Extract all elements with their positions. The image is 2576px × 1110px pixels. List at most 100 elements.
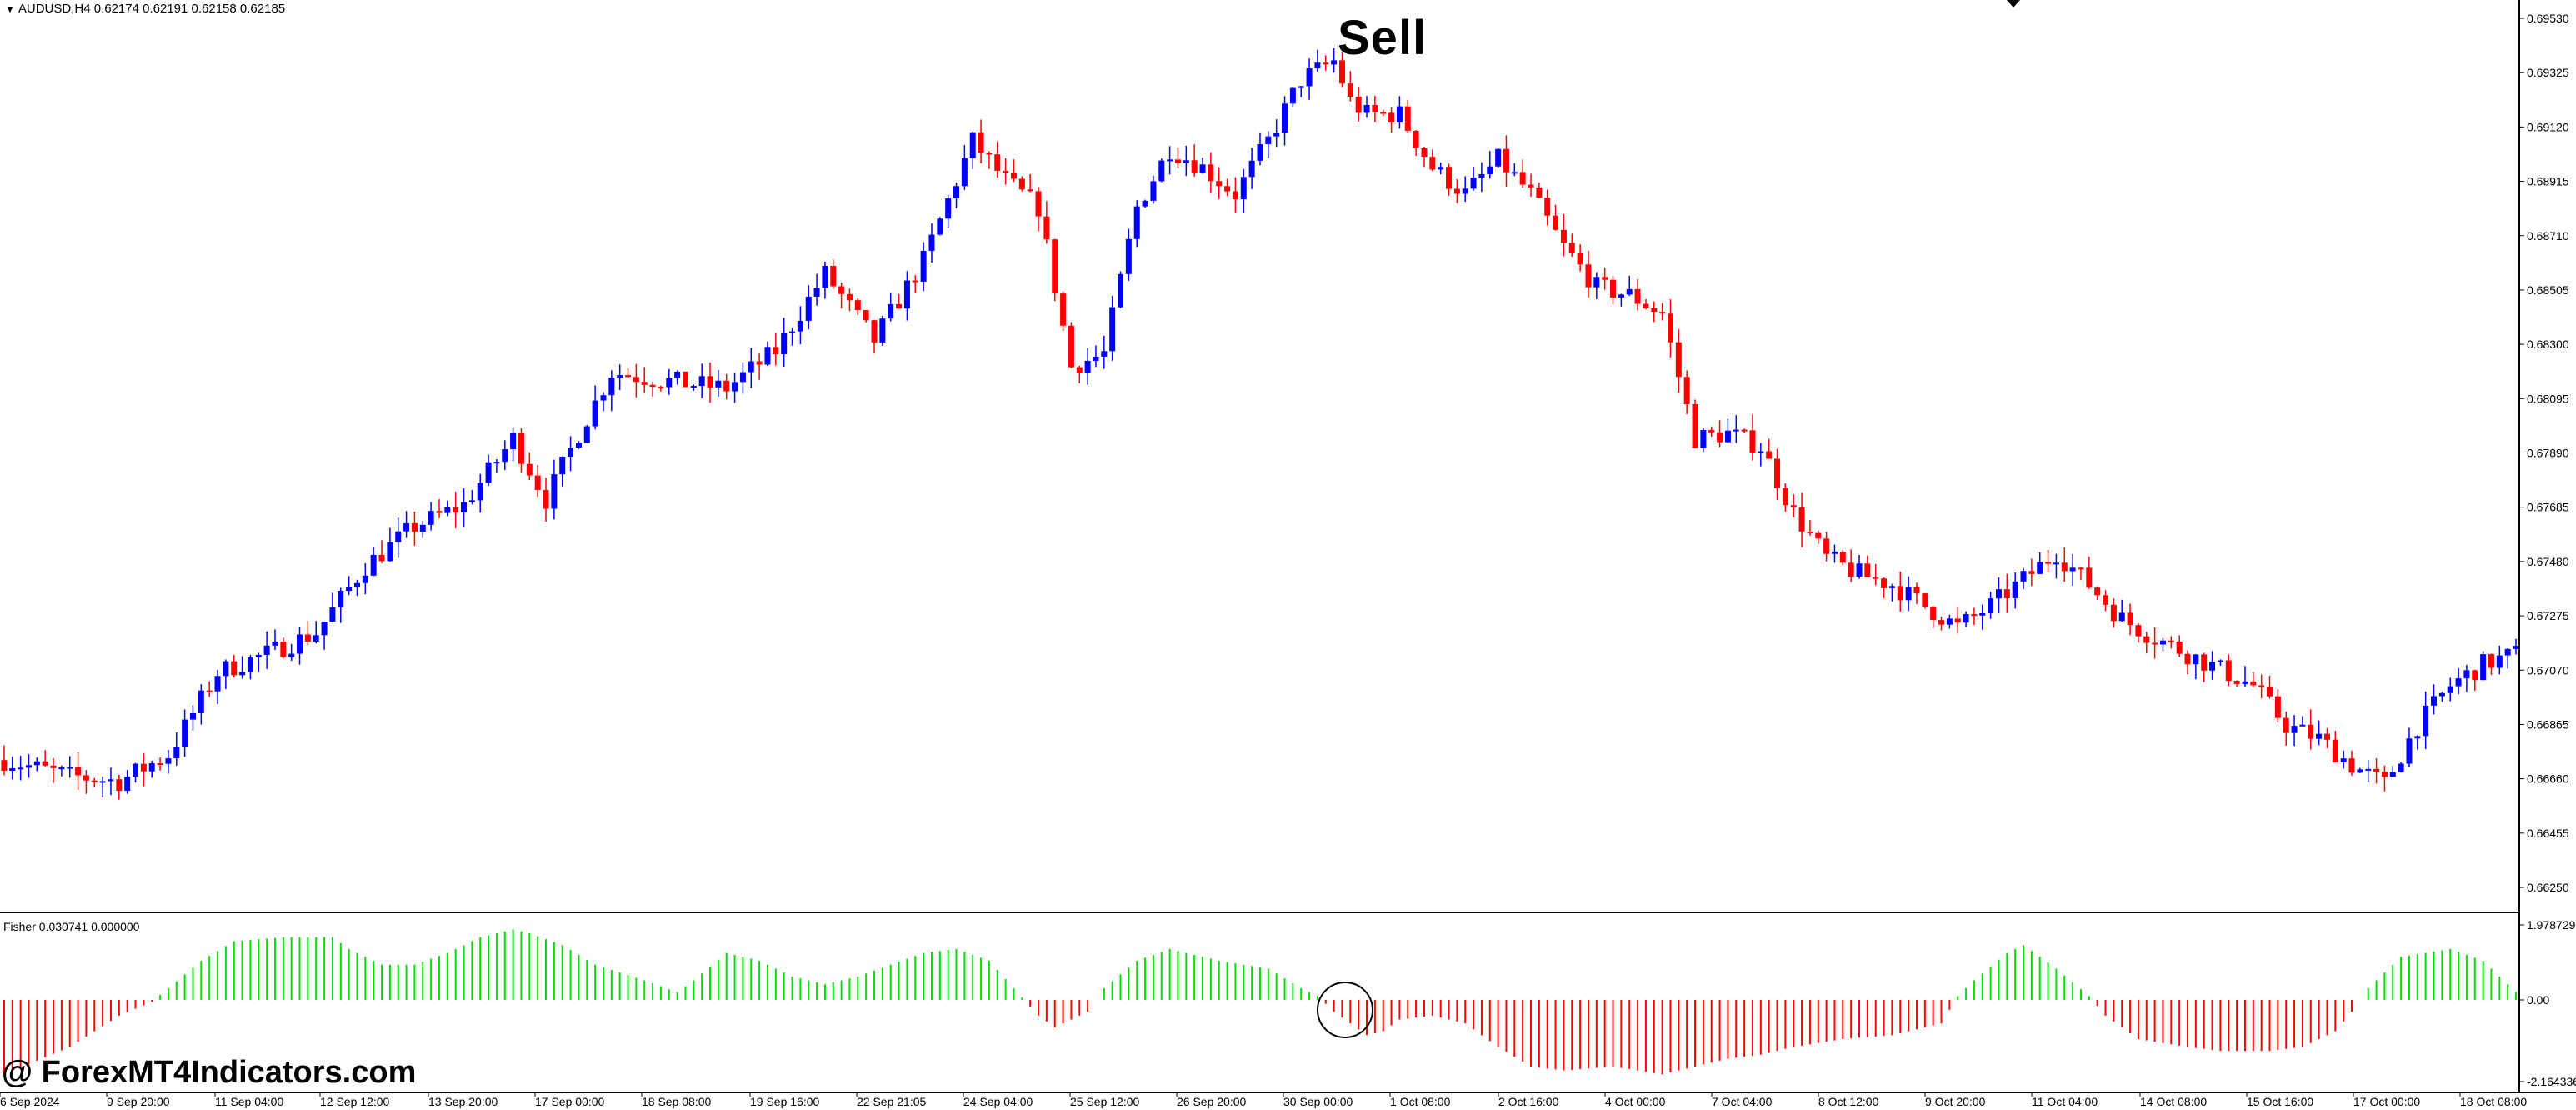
dropdown-triangle-icon[interactable]: ▼ <box>5 3 15 15</box>
time-label: 15 Oct 16:00 <box>2247 1095 2313 1108</box>
candle-body <box>1101 351 1108 357</box>
candle-body <box>1938 620 1945 625</box>
candle-body <box>2086 568 2093 588</box>
candle-body <box>2176 641 2183 654</box>
candle-body <box>1930 607 1937 621</box>
candle-body <box>920 250 927 282</box>
price-label: 0.68505 <box>2527 283 2569 297</box>
candle-body <box>568 448 574 458</box>
candle-body <box>1003 170 1009 173</box>
candle-body <box>1282 103 1288 133</box>
price-label: 0.68710 <box>2527 229 2569 242</box>
candle-body <box>1585 264 1592 288</box>
time-axis[interactable]: 6 Sep 2024 9 Sep 20:00 11 Sep 04:00 12 Sep … <box>0 1092 2576 1108</box>
candle-body <box>773 347 779 355</box>
candle-body <box>690 386 697 388</box>
candle-body <box>1396 106 1403 122</box>
candle-body <box>1553 215 1559 230</box>
candle-body <box>1766 451 1773 459</box>
candle-body <box>2472 670 2478 681</box>
time-label: 9 Oct 20:00 <box>1925 1095 1986 1108</box>
time-label: 4 Oct 00:00 <box>1605 1095 1666 1108</box>
candle-body <box>1404 106 1411 131</box>
candle-body <box>1142 200 1148 207</box>
time-label: 12 Sep 12:00 <box>320 1095 390 1108</box>
candle-body <box>698 376 705 387</box>
candle-body <box>2201 654 2208 671</box>
candle-body <box>1511 172 1518 174</box>
time-label: 18 Oct 08:00 <box>2460 1095 2527 1108</box>
time-label: 19 Sep 16:00 <box>750 1095 820 1108</box>
price-label: 0.66250 <box>2527 881 2569 894</box>
candle-body <box>2168 640 2174 642</box>
candle-body <box>1741 429 1748 432</box>
fisher-indicator-pane[interactable] <box>0 917 2518 1092</box>
candle-body <box>1372 104 1378 112</box>
candle-body <box>583 426 590 443</box>
candle-body <box>108 779 114 782</box>
time-label: 11 Sep 04:00 <box>215 1095 283 1108</box>
candle-body <box>1183 160 1189 163</box>
candle-body <box>2316 733 2323 739</box>
candle-body <box>649 384 656 388</box>
candle-body <box>1708 429 1715 432</box>
candle-body <box>58 768 65 770</box>
candle-body <box>625 375 632 378</box>
candle-body <box>2020 571 2027 582</box>
candle-body <box>189 712 196 720</box>
candle-body <box>1453 188 1460 194</box>
candle-body <box>1314 62 1321 69</box>
candle-body <box>1864 563 1871 578</box>
candle-body <box>2078 568 2084 570</box>
price-axis[interactable]: 0.69530 0.69325 0.69120 0.68915 0.68710 0.685… <box>2518 0 2576 1092</box>
candle-body <box>2094 588 2101 596</box>
candle-body <box>1979 612 1986 616</box>
candle-body <box>1971 614 1978 617</box>
candle-body <box>641 382 648 385</box>
time-label: 11 Oct 04:00 <box>2032 1095 2098 1108</box>
candle-body <box>1651 308 1658 312</box>
price-chart-pane[interactable]: ▼ AUDUSD,H4 0.62174 0.62191 0.62158 0.621… <box>0 0 2518 913</box>
candle-body <box>978 132 984 153</box>
shift-marker-icon[interactable] <box>0 0 2518 17</box>
candle-body <box>781 332 788 355</box>
candle-body <box>1544 198 1551 216</box>
candle-body <box>133 763 139 778</box>
price-axis-labels: 0.69530 0.69325 0.69120 0.68915 0.68710 0.685… <box>2520 12 2576 1088</box>
candle-body <box>682 371 688 388</box>
candle-body <box>157 763 163 766</box>
candle-body <box>1536 187 1543 198</box>
candle-body <box>444 507 451 513</box>
candle-body <box>888 303 894 319</box>
candle-body <box>813 288 820 297</box>
candle-body <box>461 502 468 513</box>
candle-body <box>370 554 377 576</box>
candle-body <box>1257 143 1263 161</box>
candle-body <box>428 511 434 525</box>
candle-body <box>2348 758 2355 773</box>
candle-body <box>239 672 246 676</box>
candle-body <box>2028 571 2035 574</box>
candle-body <box>1158 160 1165 182</box>
time-label: 17 Sep 00:00 <box>535 1095 605 1108</box>
candle-body <box>666 378 673 388</box>
candle-body <box>313 635 319 642</box>
candle-body <box>2463 670 2470 679</box>
candle-body <box>838 286 845 294</box>
candle-body <box>2398 763 2404 772</box>
candle-body <box>2414 736 2421 739</box>
candle-body <box>617 375 623 378</box>
candle-body <box>91 780 98 782</box>
candle-body <box>534 475 541 491</box>
fisher-axis-label: 1.978729 <box>2527 918 2576 932</box>
candle-body <box>1667 313 1673 342</box>
candle-body <box>756 361 763 365</box>
candle-body <box>2127 612 2133 626</box>
candle-body <box>2504 648 2511 656</box>
candle-body <box>1429 157 1436 170</box>
candle-body <box>124 777 131 791</box>
candle-body <box>1331 60 1338 65</box>
candle-body <box>1093 356 1099 361</box>
candle-body <box>2373 768 2380 772</box>
candle-body <box>2274 696 2281 718</box>
